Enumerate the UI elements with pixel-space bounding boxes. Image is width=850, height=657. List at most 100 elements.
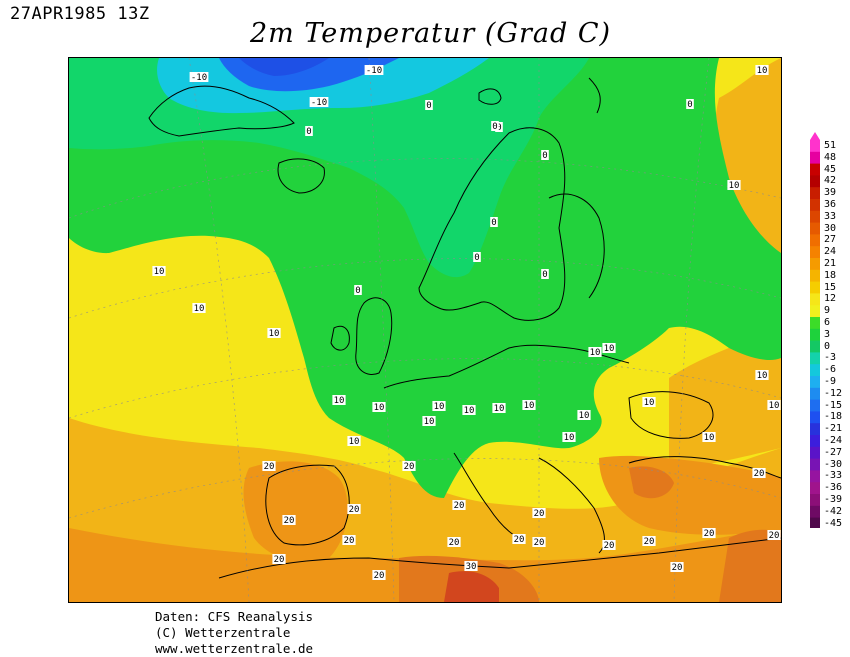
legend-swatch [810, 140, 820, 153]
legend-swatch [810, 151, 820, 165]
band-green [69, 58, 781, 498]
legend-label: 45 [824, 163, 837, 175]
contour-label-bg [642, 536, 656, 546]
legend-swatch [810, 470, 820, 483]
legend-label: 30 [824, 222, 837, 234]
band-zero [69, 58, 589, 278]
band-lightorange-east [669, 328, 781, 468]
legend-swatch [810, 399, 820, 412]
contour-label: 20 [534, 538, 545, 548]
legend-swatch [810, 258, 820, 271]
contour-label-bg [309, 97, 329, 107]
contour-label: 30 [466, 562, 477, 572]
contour-label-bg [532, 537, 546, 547]
legend-label: -30 [824, 458, 843, 470]
contour-label: 20 [644, 537, 655, 547]
contour-label: 20 [349, 505, 360, 515]
contour-label: 10 [769, 401, 780, 411]
contour-label: 20 [454, 501, 465, 511]
legend-label: 9 [824, 305, 831, 317]
contour-label-bg [577, 410, 591, 420]
contour-label-bg [512, 534, 526, 544]
contour-label: 10 [729, 181, 740, 191]
legend-swatch [810, 423, 820, 436]
band-blue-core [239, 58, 329, 76]
temperature-map: -10 -10 -10 0 0 0 0 0 0 0 0 0 0 10 10 10 10 10 10 10 10 10 10 1… [68, 57, 782, 603]
legend-label: 18 [824, 269, 837, 281]
legend-label: -3 [824, 352, 837, 364]
contour-label-bg [755, 65, 769, 75]
contour-label-bg [491, 121, 499, 131]
contour-label-bg [464, 561, 478, 571]
contour-label: 0 [687, 100, 692, 110]
contour-label: 10 [704, 433, 715, 443]
contour-label: 10 [374, 403, 385, 413]
contour-label-bg [767, 530, 781, 540]
contour-label-bg [267, 328, 281, 338]
legend-swatch [810, 269, 820, 283]
contour-label-bg [752, 468, 766, 478]
contour-label: 20 [514, 535, 525, 545]
legend-label: 42 [824, 175, 837, 187]
contour-label-bg [452, 500, 466, 510]
legend-label: 39 [824, 187, 837, 199]
legend-label: -9 [824, 376, 837, 387]
contour-label: 20 [604, 541, 615, 551]
contour-label-bg [462, 405, 476, 415]
band-darkorange-east [719, 529, 781, 602]
contour-label: 20 [769, 531, 780, 541]
contour-label-bg [602, 540, 616, 550]
contour-label-bg [541, 150, 549, 160]
contour-label-bg [372, 402, 386, 412]
legend-label: 48 [824, 151, 837, 163]
contour-label-bg [767, 400, 781, 410]
contour-label: 0 [491, 218, 496, 228]
contour-label-bg [272, 554, 286, 564]
contour-label-bg [189, 72, 209, 82]
legend-swatch [810, 222, 820, 235]
contour-label-bg [670, 562, 684, 572]
legend-label: -12 [824, 387, 843, 399]
contour-label: 0 [492, 122, 497, 132]
legend-swatch [810, 411, 820, 424]
legend-label: 27 [824, 234, 837, 246]
contour-label-bg [727, 180, 741, 190]
contour-label-bg [492, 403, 506, 413]
legend-label: 24 [824, 246, 837, 258]
contour-label: 20 [754, 469, 765, 479]
contour-label-bg [432, 401, 446, 411]
legend-swatch [810, 175, 820, 188]
contour-label-bg [364, 65, 384, 75]
contour-label-bg [402, 461, 416, 471]
legend-swatch [810, 163, 820, 176]
contour-label: 20 [449, 538, 460, 548]
legend-label: -21 [824, 423, 843, 435]
contour-label: 10 [334, 396, 345, 406]
contour-label-bg [686, 99, 694, 109]
legend-label: 3 [824, 328, 831, 340]
contour-label: 0 [426, 101, 431, 111]
website-link[interactable]: www.wetterzentrale.de [155, 641, 314, 656]
legend-label: -24 [824, 435, 843, 446]
contour-label: 10 [154, 267, 165, 277]
legend-label: -36 [824, 482, 843, 494]
legend-label: -18 [824, 411, 843, 423]
contour-label-bg [602, 343, 616, 353]
legend-swatch [810, 246, 820, 259]
legend-swatch [810, 281, 820, 294]
contour-label-bg [305, 126, 313, 136]
contour-label-bg [447, 537, 461, 547]
legend-swatch [810, 376, 820, 389]
legend-label: -45 [824, 517, 843, 529]
legend-label: -15 [824, 399, 843, 411]
contour-label: 20 [274, 555, 285, 565]
color-legend: 51 48 45 42 39 36 33 30 27 24 21 18 15 12 9 6 3 0 -3 -6 -9 -1… [808, 132, 848, 528]
legend-swatch [810, 352, 820, 365]
contour-label: 0 [306, 127, 311, 137]
contour-label-bg [495, 122, 503, 132]
contour-label-bg [702, 432, 716, 442]
contour-label: 20 [704, 529, 715, 539]
contour-label: 10 [194, 304, 205, 314]
legend-label: -42 [824, 505, 843, 517]
contour-label-bg [262, 461, 276, 471]
